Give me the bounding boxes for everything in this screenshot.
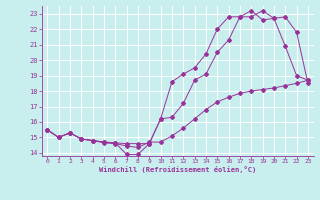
X-axis label: Windchill (Refroidissement éolien,°C): Windchill (Refroidissement éolien,°C) (99, 166, 256, 173)
